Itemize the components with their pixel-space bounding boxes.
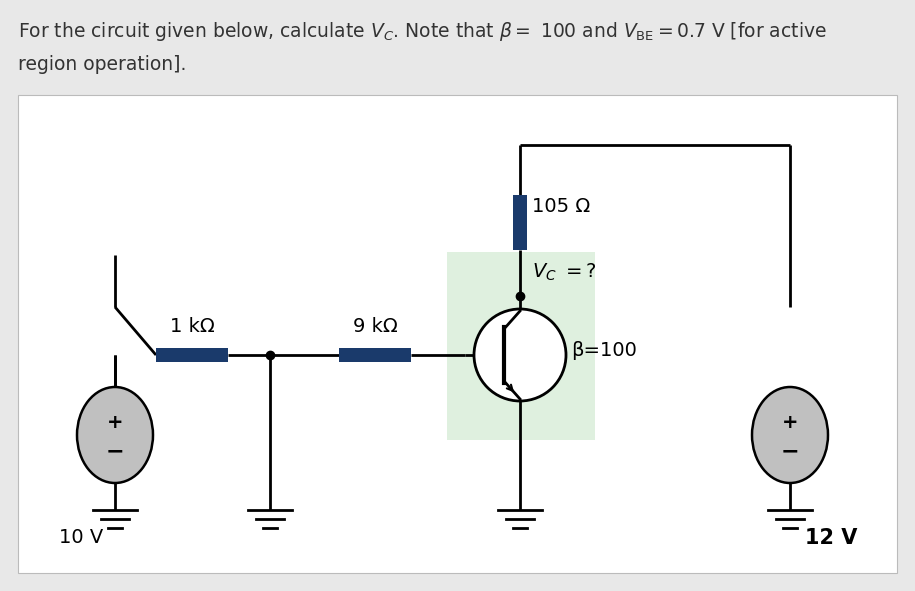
- Text: 105 Ω: 105 Ω: [532, 197, 590, 216]
- Text: For the circuit given below, calculate $V_C$. Note that $\beta = $ 100 and $V_{\: For the circuit given below, calculate $…: [18, 20, 827, 43]
- Circle shape: [474, 309, 566, 401]
- Text: 12 V: 12 V: [805, 528, 857, 548]
- Bar: [156, 348, 228, 362]
- Text: 10 V: 10 V: [59, 528, 103, 547]
- Ellipse shape: [77, 387, 153, 483]
- Text: +: +: [781, 414, 798, 433]
- Ellipse shape: [752, 387, 828, 483]
- Text: region operation].: region operation].: [18, 55, 187, 74]
- Text: +: +: [107, 414, 124, 433]
- Bar: [339, 348, 411, 362]
- Text: −: −: [780, 441, 800, 461]
- FancyBboxPatch shape: [18, 95, 897, 573]
- Bar: [447, 252, 595, 440]
- Text: β=100: β=100: [571, 340, 637, 359]
- Text: $V_C\ =?$: $V_C\ =?$: [532, 261, 597, 282]
- Text: −: −: [106, 441, 124, 461]
- Text: 9 kΩ: 9 kΩ: [352, 317, 397, 336]
- Text: 1 kΩ: 1 kΩ: [169, 317, 214, 336]
- Bar: [513, 194, 527, 249]
